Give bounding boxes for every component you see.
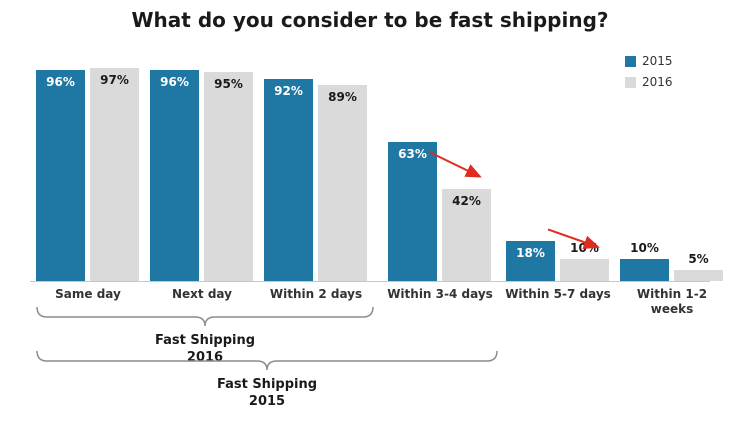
bar-group: 10% 5% Within 1-2 weeks xyxy=(620,60,724,316)
brace-label: Fast Shipping 2016 xyxy=(154,333,256,365)
bar-group: 96% 97% Same day xyxy=(36,60,140,301)
legend: 2015 2016 xyxy=(625,54,673,96)
value-label: 97% xyxy=(100,73,129,87)
bar-2015 xyxy=(506,241,555,281)
bar-group: 18% 10% Within 5-7 days xyxy=(505,60,611,301)
legend-item-2016: 2016 xyxy=(625,75,673,89)
category-label: Within 1-2 weeks xyxy=(636,287,708,316)
bar-group: 96% 95% Next day xyxy=(150,60,254,301)
category-label: Within 2 days xyxy=(269,287,363,301)
bar-group: 92% 89% Within 2 days xyxy=(264,60,368,301)
value-label: 63% xyxy=(398,147,427,161)
value-label: 89% xyxy=(328,90,357,104)
value-label: 10% xyxy=(630,241,659,255)
value-label: 95% xyxy=(214,77,243,91)
legend-swatch-2015 xyxy=(625,55,636,67)
x-axis-line xyxy=(30,281,710,282)
category-label: Next day xyxy=(172,287,232,301)
underbrace xyxy=(36,350,498,371)
value-label: 42% xyxy=(452,194,481,208)
value-label: 92% xyxy=(274,84,303,98)
bar-2016 xyxy=(560,259,609,281)
chart-title: What do you consider to be fast shipping… xyxy=(131,8,609,32)
value-label: 18% xyxy=(516,246,545,260)
legend-swatch-2016 xyxy=(625,76,636,88)
plot-area: 96% 97% Same day 96% 95% Next day 92% 89% Within… xyxy=(30,60,723,316)
bar-2016 xyxy=(674,270,723,281)
category-label: Within 3-4 days xyxy=(387,287,493,301)
category-label: Within 5-7 days xyxy=(505,287,611,301)
bar-2015 xyxy=(620,259,669,281)
bar-group: 63% 42% Within 3-4 days xyxy=(387,60,493,301)
brace-label: Fast Shipping 2015 xyxy=(216,377,318,409)
category-label: Same day xyxy=(55,287,121,301)
legend-label-2015: 2015 xyxy=(642,54,673,68)
value-label: 5% xyxy=(688,252,709,266)
bar-2015 xyxy=(264,79,313,281)
legend-item-2015: 2015 xyxy=(625,54,673,68)
legend-label-2016: 2016 xyxy=(642,75,673,89)
value-label: 10% xyxy=(570,241,599,255)
bar-2016 xyxy=(90,68,139,281)
bar-2015 xyxy=(388,142,437,281)
bar-2015 xyxy=(150,70,199,281)
underbrace xyxy=(36,306,374,327)
bar-2015 xyxy=(36,70,85,281)
value-label: 96% xyxy=(46,75,75,89)
bar-2016 xyxy=(204,72,253,281)
value-label: 96% xyxy=(160,75,189,89)
bar-2016 xyxy=(318,85,367,281)
bar-2016 xyxy=(442,189,491,281)
